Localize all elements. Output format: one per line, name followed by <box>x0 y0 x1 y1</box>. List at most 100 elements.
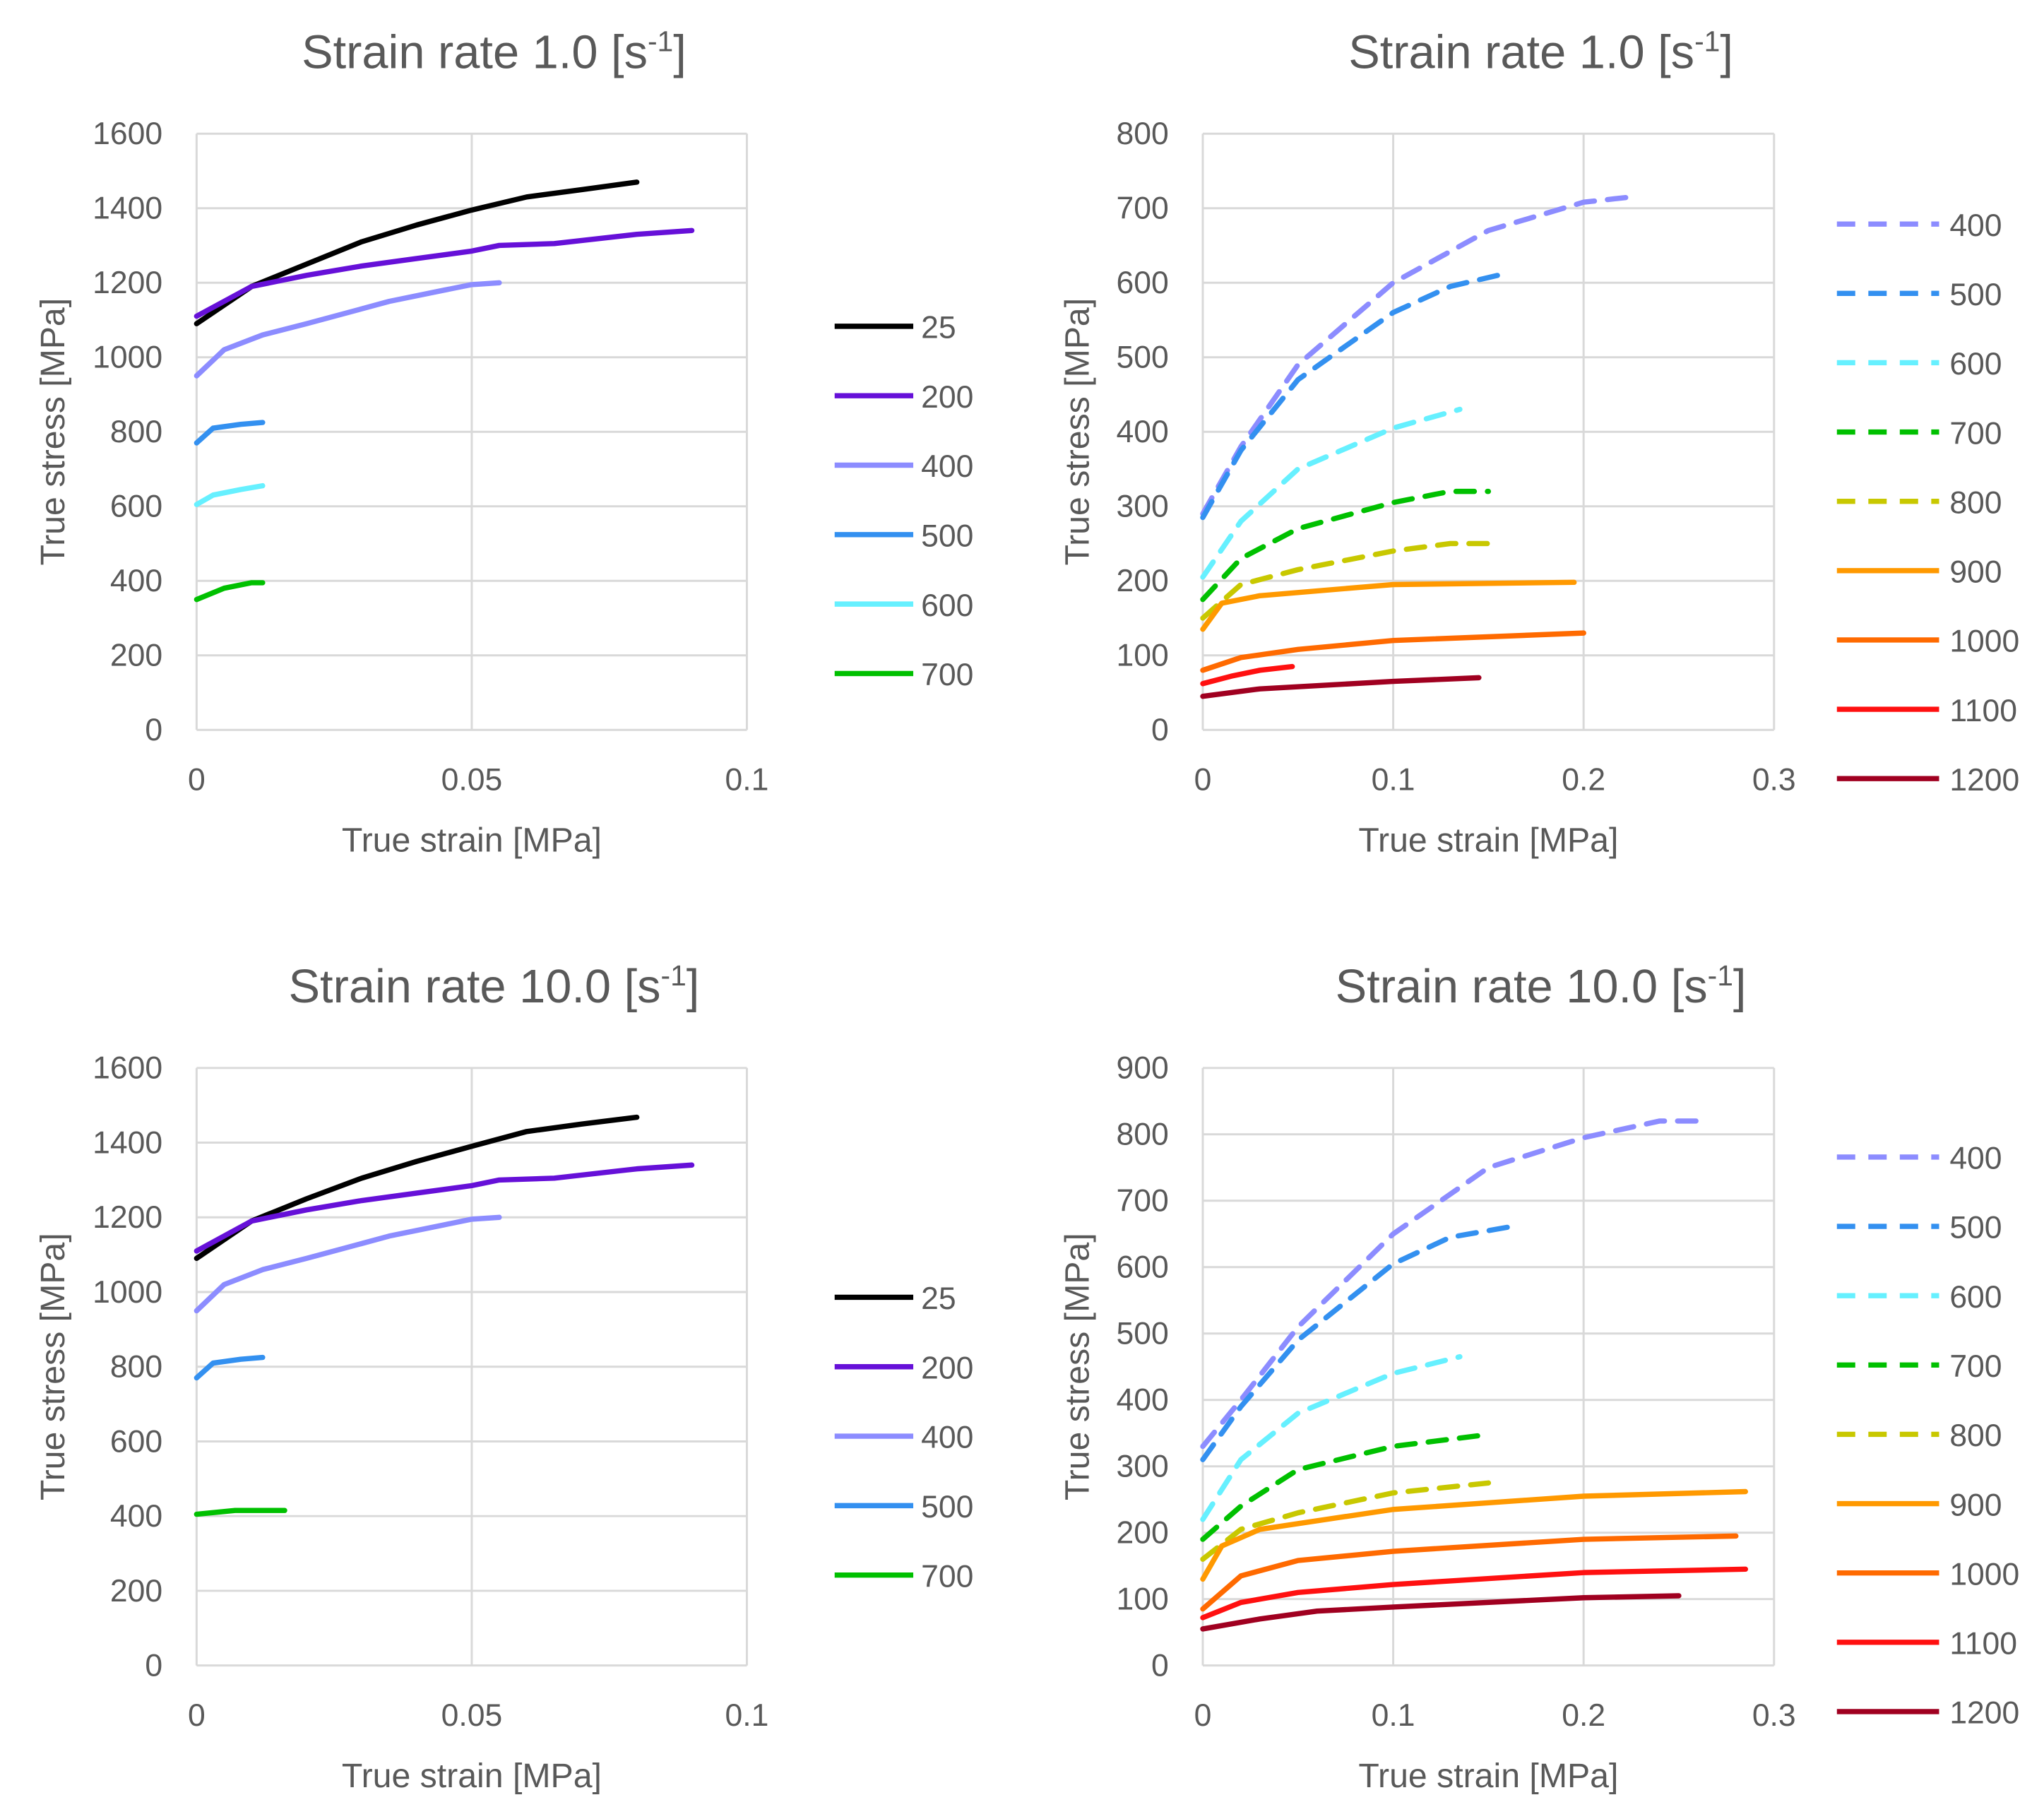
chart-title-main: Strain rate 10.0 [s <box>289 961 661 1013</box>
y-tick-label: 400 <box>1117 415 1169 449</box>
legend-label: 1000 <box>1949 1557 2019 1592</box>
x-tick-label: 0 <box>188 1698 206 1733</box>
x-tick-label: 0 <box>188 763 206 798</box>
chart-panel-2: Strain rate 1.0 [s-1] 0 100 200 300 400 500 600… <box>1059 25 2020 859</box>
series-line-200 <box>194 227 695 319</box>
x-axis-label: True strain [MPa] <box>342 1757 602 1795</box>
series-line-400 <box>1200 194 1634 517</box>
y-tick-label: 400 <box>1117 1383 1169 1418</box>
y-tick-label: 0 <box>145 1649 162 1683</box>
chart-title-superscript: -1 <box>648 25 673 57</box>
chart-title-end: ] <box>673 26 687 78</box>
chart-panel-3: Strain rate 10.0 [s-1] 0 200 400 600 800 1000 1… <box>34 959 973 1795</box>
x-tick-label: 0.3 <box>1752 1698 1796 1733</box>
y-tick-label: 200 <box>1117 564 1169 598</box>
y-tick-label: 900 <box>1117 1051 1169 1086</box>
series-line-700 <box>194 580 266 603</box>
x-tick-label: 0 <box>1194 763 1212 798</box>
chart-title-superscript: -1 <box>661 959 687 992</box>
series-line-1100 <box>1200 663 1295 687</box>
legend-label: 200 <box>921 1351 973 1385</box>
y-tick-label: 1400 <box>93 191 162 226</box>
series-line-500 <box>1200 1224 1510 1462</box>
y-tick-label: 1600 <box>93 117 162 151</box>
x-tick-label: 0.1 <box>725 763 769 798</box>
series-line-400 <box>1200 1118 1711 1450</box>
x-tick-label: 0.1 <box>1372 763 1415 798</box>
y-tick-label: 800 <box>1117 117 1169 151</box>
y-tick-label: 1400 <box>93 1125 162 1160</box>
y-tick-label: 700 <box>1117 191 1169 226</box>
y-tick-label: 200 <box>110 1574 162 1608</box>
legend-label: 500 <box>1949 1211 2002 1245</box>
y-tick-label: 700 <box>1117 1184 1169 1219</box>
y-tick-label: 600 <box>1117 1250 1169 1285</box>
x-tick-label: 0.1 <box>1372 1698 1415 1733</box>
x-axis-label: True strain [MPa] <box>1358 1757 1618 1795</box>
x-tick-label: 0.3 <box>1752 763 1796 798</box>
chart-title-main: Strain rate 10.0 [s <box>1336 961 1708 1013</box>
legend-label: 25 <box>921 311 956 345</box>
y-tick-label: 200 <box>1117 1516 1169 1551</box>
legend-label: 500 <box>1949 278 2002 312</box>
y-tick-label: 500 <box>1117 340 1169 375</box>
legend-label: 600 <box>921 588 973 623</box>
series-line-25 <box>194 179 640 326</box>
y-tick-label: 1000 <box>93 340 162 375</box>
series-line-700 <box>194 1507 287 1517</box>
legend-label: 1000 <box>1949 624 2019 659</box>
y-tick-label: 800 <box>1117 1118 1169 1152</box>
chart-title: Strain rate 1.0 [s-1] <box>1348 25 1733 78</box>
legend-label: 400 <box>1949 1142 2002 1176</box>
legend-label: 700 <box>921 1559 973 1594</box>
chart-panel-4: Strain rate 10.0 [s-1] 0 100 200 300 400 500 60… <box>1059 959 2020 1795</box>
legend-label: 600 <box>1949 347 2002 381</box>
legend-label: 900 <box>1949 555 2002 590</box>
y-tick-label: 300 <box>1117 1450 1169 1484</box>
legend-label: 200 <box>921 380 973 415</box>
legend-label: 400 <box>921 449 973 484</box>
y-tick-label: 1200 <box>93 266 162 300</box>
chart-title: Strain rate 10.0 [s-1] <box>1336 959 1747 1013</box>
y-tick-label: 100 <box>1117 1582 1169 1617</box>
y-tick-label: 1600 <box>93 1051 162 1086</box>
legend-label: 25 <box>921 1281 956 1316</box>
y-tick-label: 600 <box>110 490 162 524</box>
series-line-800 <box>1200 1480 1492 1562</box>
x-tick-label: 0.2 <box>1562 1698 1605 1733</box>
x-axis-label: True strain [MPa] <box>1358 822 1618 860</box>
y-axis-label: True stress [MPa] <box>34 298 72 566</box>
series-line-900 <box>1200 579 1577 632</box>
y-tick-label: 600 <box>1117 266 1169 300</box>
legend-label: 400 <box>921 1421 973 1455</box>
chart-title: Strain rate 10.0 [s-1] <box>289 959 700 1013</box>
y-tick-label: 1200 <box>93 1200 162 1235</box>
series-line-900 <box>1200 1488 1749 1582</box>
legend-label: 800 <box>1949 485 2002 520</box>
y-tick-label: 0 <box>1151 1649 1169 1683</box>
series-line-25 <box>194 1114 640 1262</box>
chart-title-superscript: -1 <box>1708 959 1733 992</box>
series-line-700 <box>1200 488 1492 603</box>
x-tick-label: 0.1 <box>725 1698 769 1733</box>
chart-title-main: Strain rate 1.0 [s <box>302 26 648 78</box>
y-tick-label: 400 <box>110 564 162 598</box>
legend-label: 700 <box>1949 1349 2002 1384</box>
y-tick-label: 800 <box>110 1350 162 1385</box>
legend-label: 500 <box>921 519 973 554</box>
series-line-200 <box>194 1162 695 1254</box>
y-tick-label: 500 <box>1117 1317 1169 1351</box>
y-axis-label: True stress [MPa] <box>1059 1233 1097 1500</box>
y-tick-label: 200 <box>110 639 162 673</box>
series-line-1000 <box>1200 630 1586 673</box>
chart-title-end: ] <box>1733 961 1747 1013</box>
chart-title-end: ] <box>687 961 700 1013</box>
series-line-500 <box>1200 273 1501 521</box>
chart-title-end: ] <box>1720 26 1733 78</box>
y-tick-label: 600 <box>110 1424 162 1459</box>
legend-label: 700 <box>1949 416 2002 451</box>
y-tick-label: 100 <box>1117 639 1169 673</box>
series-line-600 <box>194 482 266 507</box>
legend-label: 900 <box>1949 1488 2002 1522</box>
